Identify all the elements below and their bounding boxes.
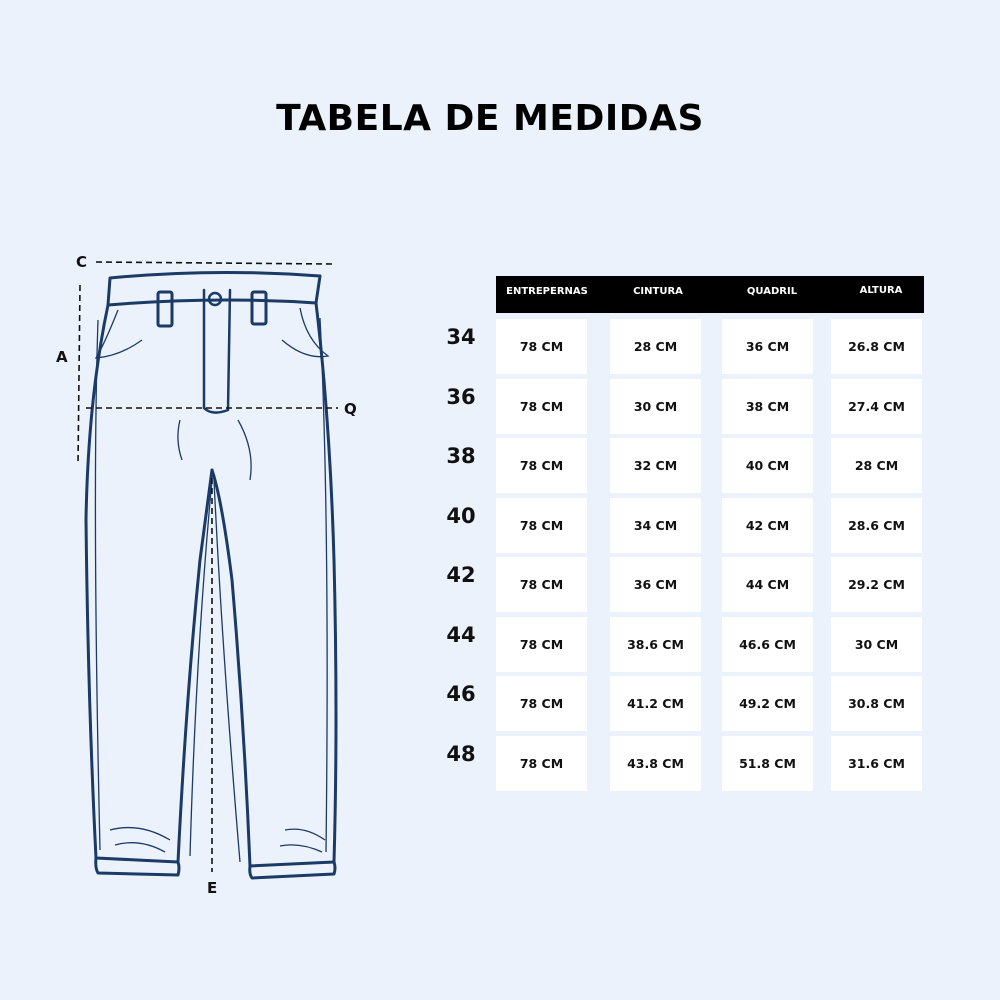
table-cell: 31.6 CM: [831, 735, 922, 791]
table-cell: 29.2 CM: [831, 557, 922, 612]
table-cell: 78 CM: [496, 676, 587, 731]
table-header: ENTREPERNAS CINTURA QUADRIL ALTURA: [496, 276, 924, 313]
table-cell: 78 CM: [496, 438, 587, 493]
size-label: 48: [446, 741, 476, 766]
table-cell: 41.2 CM: [610, 676, 701, 731]
table-cell: 34 CM: [610, 497, 701, 553]
table-cell: 38 CM: [722, 378, 813, 434]
header-altura: ALTURA: [859, 285, 903, 296]
table-cell: 44 CM: [722, 557, 813, 612]
table-cell: 49.2 CM: [722, 676, 813, 731]
measure-line-c: [95, 261, 333, 265]
size-label: 40: [446, 503, 476, 528]
table-cell: 78 CM: [496, 319, 587, 374]
size-label: 44: [446, 622, 476, 647]
table-cell: 36 CM: [722, 319, 813, 374]
table-cell: 42 CM: [722, 497, 813, 553]
size-label: 46: [446, 682, 476, 706]
size-label: 34: [446, 325, 476, 349]
page-title: TABELA DE MEDIDAS: [276, 98, 704, 139]
table-cell: 27.4 CM: [831, 378, 922, 434]
table-cell: 43.8 CM: [610, 735, 701, 791]
header-quadril: QUADRIL: [746, 286, 798, 297]
label-e: E: [207, 879, 218, 897]
measure-line-a: [77, 284, 81, 466]
label-q: Q: [344, 400, 357, 418]
left-leg-outline: [84, 303, 214, 864]
table-cell: 38.6 CM: [610, 616, 701, 672]
size-label: 36: [446, 384, 476, 409]
table-cell: 32 CM: [610, 438, 701, 493]
table-cell: 28.6 CM: [831, 497, 922, 553]
label-c: C: [76, 253, 88, 271]
table-cell: 78 CM: [496, 616, 587, 672]
size-label: 42: [446, 563, 476, 587]
header-cintura: CINTURA: [633, 286, 683, 297]
label-a: A: [56, 348, 68, 366]
table-cell: 36 CM: [610, 557, 701, 612]
size-label: 38: [446, 444, 476, 468]
table-cell: 28 CM: [610, 319, 701, 374]
header-entrepernas: ENTREPERNAS: [506, 286, 588, 297]
waistband: [106, 270, 322, 307]
table-cell: 26.8 CM: [831, 319, 922, 374]
right-leg-outline: [210, 301, 338, 868]
table-cell: 30.8 CM: [831, 676, 922, 731]
table-cell: 78 CM: [496, 497, 587, 553]
table-cell: 28 CM: [831, 438, 922, 493]
table-cell: 30 CM: [831, 616, 922, 672]
table-cell: 30 CM: [610, 378, 701, 434]
table-cell: 40 CM: [722, 438, 813, 493]
table-cell: 78 CM: [496, 557, 587, 612]
table-cell: 78 CM: [496, 378, 587, 434]
table-cell: 51.8 CM: [722, 735, 813, 791]
table-cell: 46.6 CM: [722, 616, 813, 672]
table-cell: 78 CM: [496, 735, 587, 791]
